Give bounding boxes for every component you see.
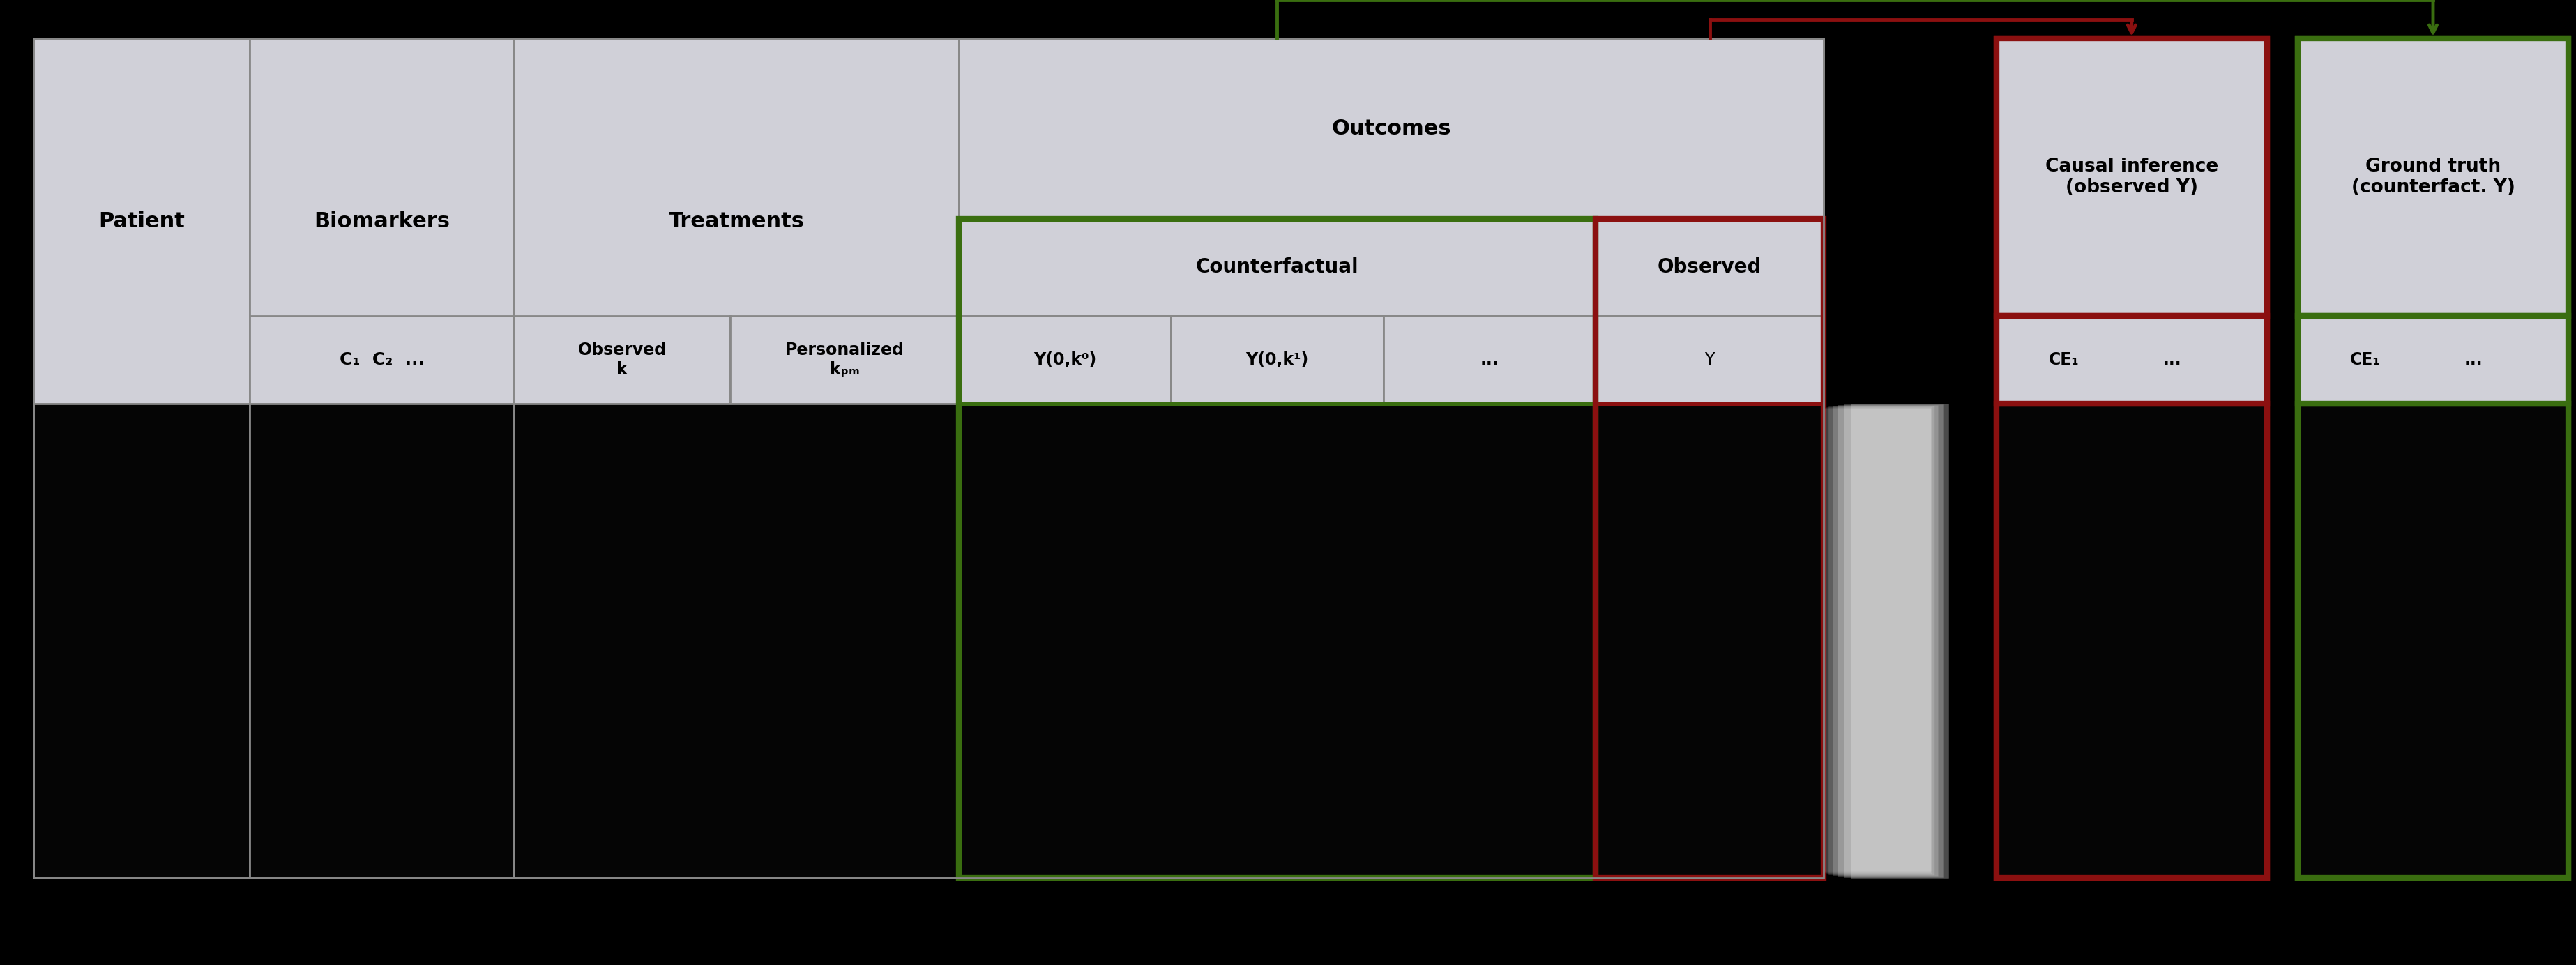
Bar xyxy=(1850,403,1947,878)
Bar xyxy=(958,39,1824,219)
Bar xyxy=(1595,403,1824,878)
Bar xyxy=(1826,407,1932,873)
Bar xyxy=(1595,219,1824,316)
Bar xyxy=(33,39,250,403)
Text: Y(0,k⁰): Y(0,k⁰) xyxy=(1033,351,1097,368)
Bar xyxy=(1824,408,1932,872)
Text: ...: ... xyxy=(2164,351,2182,368)
Bar xyxy=(1832,406,1935,875)
Bar xyxy=(2298,316,2568,403)
Bar xyxy=(250,316,515,403)
Text: Biomarkers: Biomarkers xyxy=(314,211,451,232)
Text: Y(0,k¹): Y(0,k¹) xyxy=(1247,351,1309,368)
Text: ...: ... xyxy=(2465,351,2483,368)
Bar xyxy=(2298,39,2568,316)
Bar xyxy=(515,316,732,403)
Bar xyxy=(1595,316,1824,403)
Bar xyxy=(1829,406,1932,874)
Bar xyxy=(250,39,515,403)
Text: Causal inference
(observed Y): Causal inference (observed Y) xyxy=(2045,157,2218,197)
Bar xyxy=(1996,39,2267,878)
Bar xyxy=(958,219,1595,878)
Bar xyxy=(515,39,958,403)
Bar xyxy=(1996,39,2267,316)
Text: Counterfactual: Counterfactual xyxy=(1195,258,1358,277)
Bar xyxy=(2298,403,2568,878)
Bar xyxy=(1996,316,2267,403)
Text: Ground truth
(counterfact. Y): Ground truth (counterfact. Y) xyxy=(2352,157,2514,197)
Bar xyxy=(250,403,515,878)
Bar xyxy=(33,403,250,878)
Bar xyxy=(1837,405,1937,876)
Bar xyxy=(958,403,1595,878)
Bar xyxy=(2298,39,2568,878)
Bar xyxy=(732,316,958,403)
Text: C₁  C₂  ...: C₁ C₂ ... xyxy=(340,351,425,368)
Text: Observed
k: Observed k xyxy=(577,342,667,377)
Bar xyxy=(33,39,1824,878)
Bar xyxy=(515,403,958,878)
Text: Personalized
kₚₘ: Personalized kₚₘ xyxy=(786,342,904,377)
Text: Y: Y xyxy=(1705,351,1716,368)
Bar xyxy=(1844,404,1942,877)
Bar xyxy=(958,219,1595,316)
Text: CE₁: CE₁ xyxy=(2349,351,2380,368)
Bar xyxy=(958,316,1172,403)
Bar xyxy=(1996,403,2267,878)
Bar xyxy=(1383,316,1595,403)
Text: Observed: Observed xyxy=(1656,258,1762,277)
Bar xyxy=(1595,219,1824,878)
Text: CE₁: CE₁ xyxy=(2048,351,2079,368)
Text: Treatments: Treatments xyxy=(667,211,804,232)
Text: Outcomes: Outcomes xyxy=(1332,119,1450,139)
Bar xyxy=(1172,316,1383,403)
Text: ...: ... xyxy=(1481,351,1499,368)
Text: Patient: Patient xyxy=(98,211,185,232)
Bar xyxy=(1824,408,1932,871)
